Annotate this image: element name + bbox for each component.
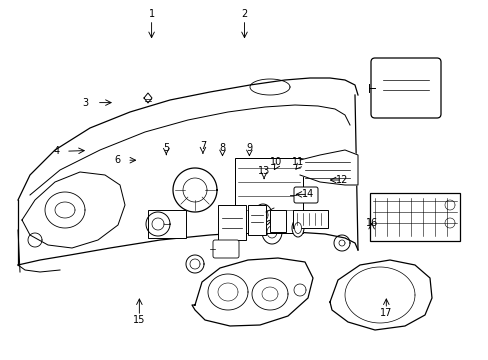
Text: 11: 11 — [291, 157, 304, 167]
Polygon shape — [22, 172, 125, 248]
FancyBboxPatch shape — [213, 240, 239, 258]
Ellipse shape — [291, 219, 304, 237]
Text: 17: 17 — [379, 308, 392, 318]
Polygon shape — [192, 258, 312, 326]
Text: 12: 12 — [335, 175, 348, 185]
Bar — [148, 210, 185, 238]
Bar — [218, 205, 245, 240]
Text: 14: 14 — [301, 189, 314, 199]
Bar — [269, 210, 285, 232]
Text: 7: 7 — [200, 141, 205, 151]
Text: 9: 9 — [246, 143, 252, 153]
Polygon shape — [329, 260, 431, 330]
Text: 8: 8 — [219, 143, 225, 153]
Text: 10: 10 — [269, 157, 282, 167]
Bar — [247, 205, 265, 235]
Text: 16: 16 — [365, 218, 377, 228]
FancyBboxPatch shape — [370, 58, 440, 118]
Bar — [235, 158, 303, 233]
Text: 2: 2 — [241, 9, 247, 19]
Text: 15: 15 — [133, 315, 145, 325]
Bar — [292, 210, 327, 228]
Text: 6: 6 — [114, 155, 120, 165]
Text: 3: 3 — [82, 98, 88, 108]
Text: 4: 4 — [53, 146, 59, 156]
Text: 13: 13 — [257, 166, 270, 176]
Text: 1: 1 — [148, 9, 154, 19]
Text: 5: 5 — [163, 143, 169, 153]
Bar — [369, 193, 459, 241]
Polygon shape — [299, 150, 357, 185]
Ellipse shape — [294, 222, 301, 234]
FancyBboxPatch shape — [293, 187, 317, 203]
